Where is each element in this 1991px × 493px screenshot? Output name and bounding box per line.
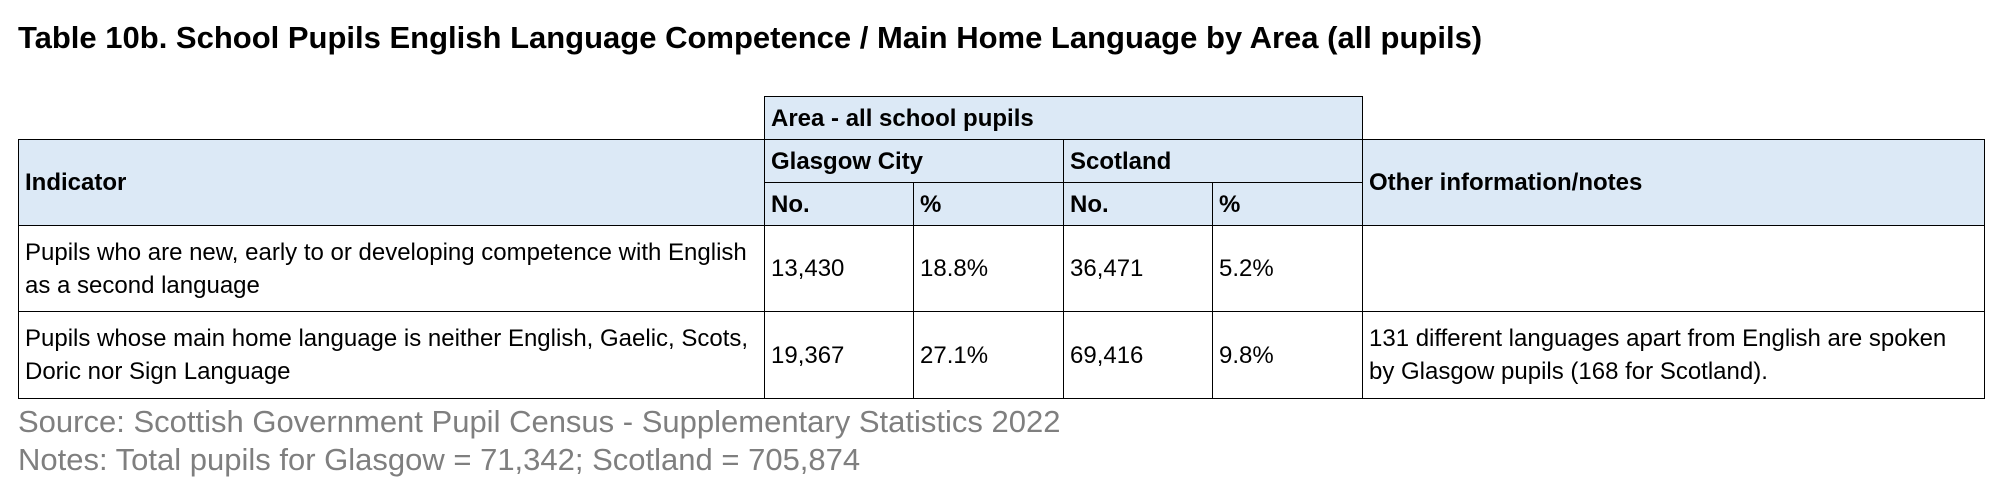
- table-title: Table 10b. School Pupils English Languag…: [18, 20, 1483, 55]
- glasgow-no-header: No.: [764, 182, 914, 226]
- scotland-pct-cell: 9.8%: [1212, 311, 1363, 399]
- area-header-row: Indicator Glasgow City Scotland Other in…: [18, 139, 1985, 226]
- group-header-row: Area - all school pupils: [19, 96, 1985, 140]
- scotland-no-cell: 36,471: [1063, 225, 1213, 312]
- table-row: Pupils whose main home language is neith…: [18, 311, 1985, 399]
- table-row: Pupils who are new, early to or developi…: [18, 225, 1985, 312]
- indicator-cell: Pupils who are new, early to or developi…: [18, 225, 765, 312]
- glasgow-no-cell: 19,367: [764, 311, 914, 399]
- scotland-pct-header: %: [1212, 182, 1363, 226]
- scotland-header: Scotland: [1063, 139, 1363, 183]
- area-group-header: Area - all school pupils: [764, 96, 1363, 140]
- indicator-header: Indicator: [18, 139, 765, 226]
- glasgow-pct-cell: 27.1%: [913, 311, 1064, 399]
- indicator-cell: Pupils whose main home language is neith…: [18, 311, 765, 399]
- notes-header: Other information/notes: [1362, 139, 1985, 226]
- scotland-pct-cell: 5.2%: [1212, 225, 1363, 312]
- scotland-no-cell: 69,416: [1063, 311, 1213, 399]
- notes-cell: [1362, 225, 1985, 312]
- empty-cell: [19, 97, 765, 140]
- measure-header-row: No. % No. %: [19, 182, 1985, 226]
- empty-cell: [1363, 97, 1985, 140]
- source-note: Source: Scottish Government Pupil Census…: [18, 404, 1061, 439]
- glasgow-no-cell: 13,430: [764, 225, 914, 312]
- data-table: Area - all school pupils Indicator Glasg…: [18, 96, 1985, 399]
- totals-note: Notes: Total pupils for Glasgow = 71,342…: [18, 442, 861, 477]
- scotland-no-header: No.: [1063, 182, 1213, 226]
- glasgow-city-header: Glasgow City: [764, 139, 1064, 183]
- glasgow-pct-cell: 18.8%: [913, 225, 1064, 312]
- notes-cell: 131 different languages apart from Engli…: [1362, 311, 1985, 399]
- glasgow-pct-header: %: [913, 182, 1064, 226]
